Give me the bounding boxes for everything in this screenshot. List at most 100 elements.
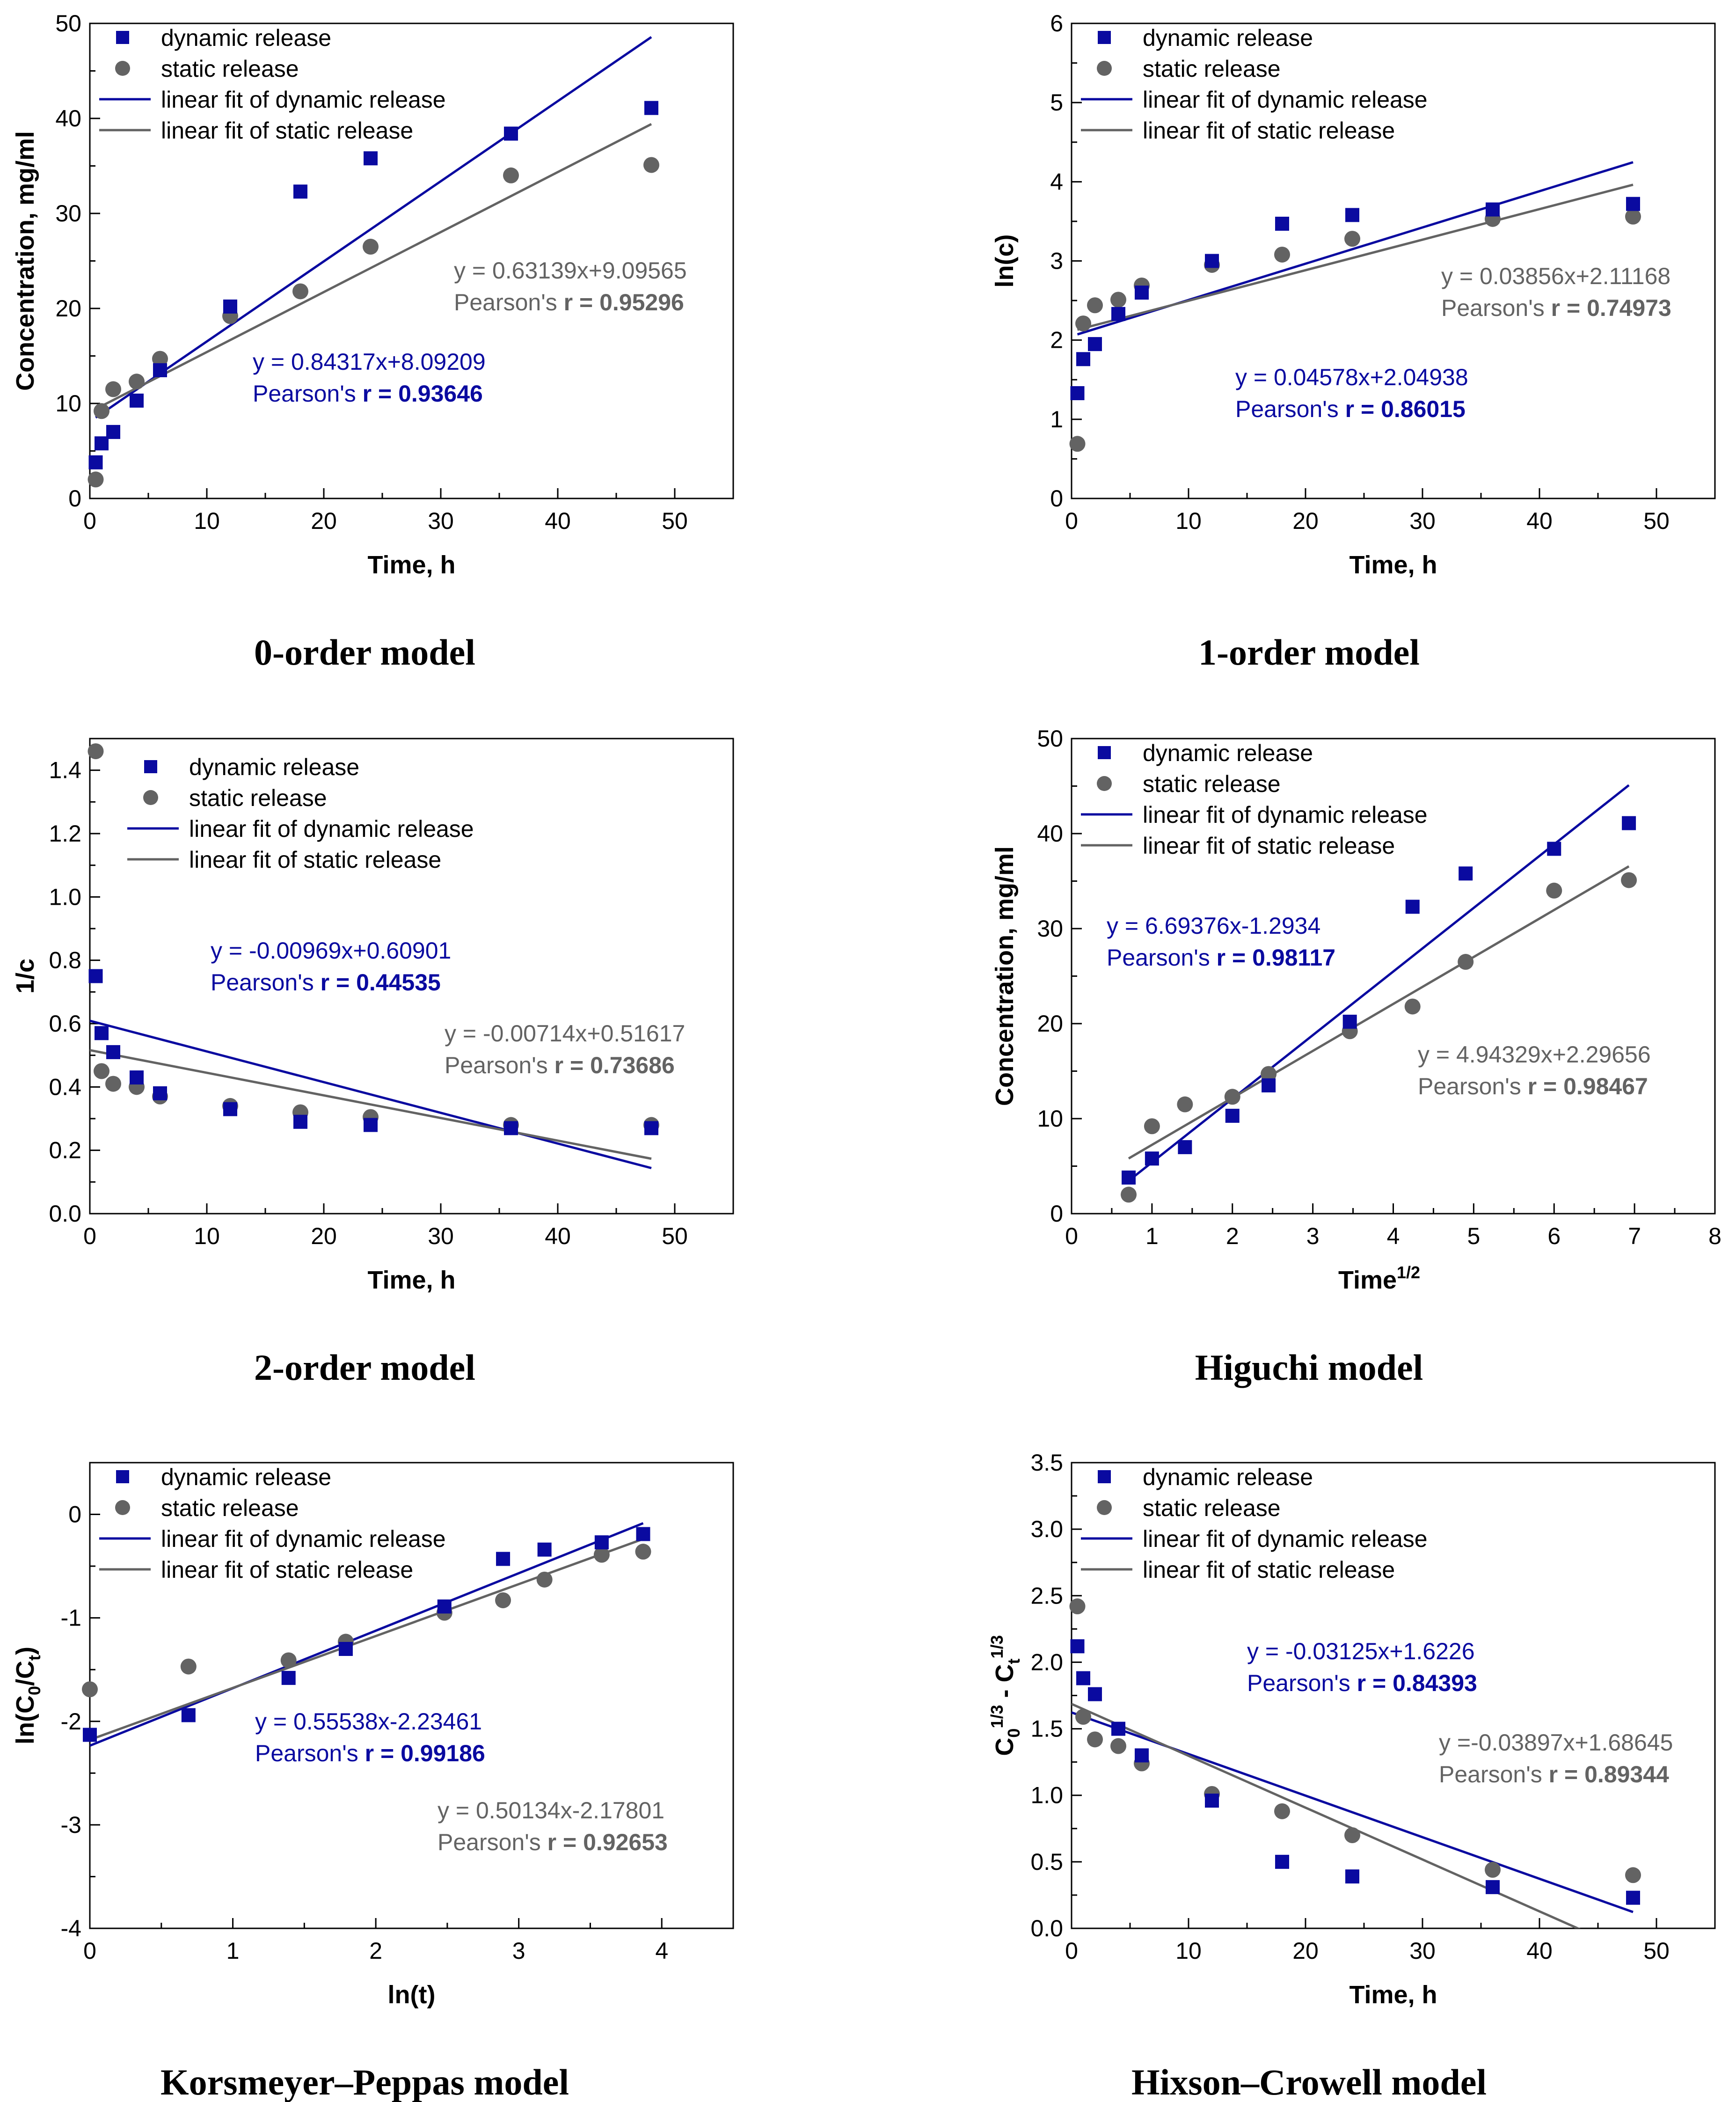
legend-label-fit-dynamic: linear fit of dynamic release <box>161 1526 446 1552</box>
dynamic-point <box>281 1670 296 1685</box>
y-tick-label: 10 <box>1037 1106 1063 1132</box>
static-point <box>495 1592 511 1609</box>
y-tick-label: 20 <box>1037 1011 1063 1037</box>
x-axis-label: Time, h <box>1349 551 1437 579</box>
legend-label-fit-dynamic: linear fit of dynamic release <box>161 87 446 113</box>
legend-label-dynamic: dynamic release <box>1143 25 1313 51</box>
static-point <box>1069 1598 1086 1615</box>
y-tick-label: 4 <box>1050 168 1063 195</box>
static-point <box>593 1546 610 1563</box>
fit-line-dynamic <box>90 1019 652 1170</box>
pearson-dynamic: Pearson's r = 0.93646 <box>253 381 483 407</box>
y-tick-label: 2 <box>1050 327 1063 353</box>
static-point <box>1069 436 1086 452</box>
y-tick-label: -2 <box>61 1708 81 1735</box>
legend-label-fit-static: linear fit of static release <box>189 847 441 873</box>
legend-label-fit-dynamic: linear fit of dynamic release <box>1143 1526 1428 1552</box>
pearson-value-dynamic: r = 0.93646 <box>363 381 483 407</box>
dynamic-point <box>1345 208 1359 222</box>
equation-static: y = 0.63139x+9.09565 <box>454 257 687 284</box>
dynamic-point <box>1178 1140 1192 1154</box>
dynamic-point <box>106 425 120 439</box>
dynamic-point <box>153 363 167 377</box>
static-point <box>1075 315 1091 332</box>
pearson-value-dynamic: r = 0.99186 <box>365 1740 485 1766</box>
y-axis-label: ln(C0/Ct) <box>11 1647 44 1744</box>
equation-static: y = 0.50134x-2.17801 <box>438 1797 664 1824</box>
fit-line-static <box>1128 865 1630 1160</box>
static-point <box>1177 1096 1193 1113</box>
panel-caption: 2-order model <box>254 1347 475 1388</box>
static-point <box>1087 1731 1103 1748</box>
y-tick-label: 0 <box>1050 485 1063 512</box>
static-point <box>1458 954 1474 970</box>
static-point <box>292 283 308 300</box>
y-axis-label: Concentration, mg/ml <box>991 846 1019 1106</box>
static-point <box>643 157 659 173</box>
legend-swatch-dynamic <box>116 31 129 44</box>
x-tick-label: 0 <box>1065 1223 1078 1249</box>
legend-label-static: static release <box>1143 56 1281 82</box>
dynamic-point <box>1547 842 1561 856</box>
dynamic-point <box>130 393 144 408</box>
dynamic-point <box>504 1121 518 1135</box>
dynamic-point <box>130 1070 144 1085</box>
dynamic-point <box>1486 202 1500 217</box>
equation-dynamic: y = -0.03125x+1.6226 <box>1247 1638 1475 1664</box>
legend-label-fit-static: linear fit of static release <box>161 1557 413 1583</box>
y-tick-label: 0 <box>68 485 81 512</box>
dynamic-point <box>1626 197 1640 211</box>
equation-static: y = 4.94329x+2.29656 <box>1418 1041 1651 1068</box>
legend-label-fit-static: linear fit of static release <box>1143 833 1395 859</box>
y-tick-label: -1 <box>61 1605 81 1631</box>
y-tick-label: -4 <box>61 1915 81 1941</box>
dynamic-point <box>1111 1721 1125 1736</box>
legend-swatch-static <box>1097 61 1112 76</box>
y-tick-label: 3.5 <box>1030 1450 1063 1476</box>
x-tick-label: 20 <box>311 508 337 534</box>
legend-label-dynamic: dynamic release <box>161 1464 331 1490</box>
y-axis-label: ln(c) <box>991 234 1019 288</box>
legend: dynamic release static release linear fit … <box>1081 740 1428 859</box>
pearson-dynamic: Pearson's r = 0.86015 <box>1235 396 1466 422</box>
x-axis-label: Time1/2 <box>1338 1263 1420 1294</box>
static-point <box>88 743 104 760</box>
static-point <box>1087 297 1103 314</box>
equation-dynamic: y = 6.69376x-1.2934 <box>1107 913 1320 939</box>
dynamic-point <box>1070 1639 1085 1654</box>
x-tick-label: 50 <box>662 508 688 534</box>
pearson-dynamic: Pearson's r = 0.98117 <box>1107 945 1335 971</box>
pearson-dynamic: Pearson's r = 0.99186 <box>255 1740 485 1766</box>
dynamic-point <box>1135 1748 1149 1763</box>
static-point <box>280 1652 297 1669</box>
x-tick-label: 40 <box>1526 1938 1553 1964</box>
y-tick-label: 3.0 <box>1030 1516 1063 1542</box>
dynamic-point <box>1345 1869 1359 1884</box>
static-point <box>94 1063 109 1079</box>
dynamic-point <box>1205 254 1219 268</box>
y-tick-label: 50 <box>1037 725 1063 752</box>
dynamic-point <box>1070 386 1085 401</box>
static-point <box>105 1076 121 1092</box>
legend: dynamic release static release linear fit … <box>99 25 446 144</box>
legend: dynamic release static release linear fit … <box>99 1464 446 1583</box>
x-tick-label: 40 <box>1526 508 1553 534</box>
dynamic-point <box>594 1535 609 1550</box>
equation-static: y = -0.00714x+0.51617 <box>445 1020 685 1047</box>
dynamic-point <box>1622 816 1636 830</box>
x-axis-label-superscript: 1/2 <box>1397 1263 1420 1282</box>
pearson-static: Pearson's r = 0.73686 <box>445 1052 675 1078</box>
static-point <box>152 351 168 367</box>
static-point <box>1274 246 1290 263</box>
x-tick-label: 10 <box>194 1223 220 1249</box>
fit-line-static <box>1077 183 1634 331</box>
x-tick-label: 50 <box>1643 508 1670 534</box>
y-tick-label: 1.5 <box>1030 1716 1063 1742</box>
x-tick-label: 3 <box>512 1938 525 1964</box>
x-tick-label: 4 <box>655 1938 668 1964</box>
legend-swatch-dynamic <box>1098 1470 1111 1483</box>
x-axis-label: ln(t) <box>388 1981 436 2009</box>
y-tick-label: 0.8 <box>49 947 81 974</box>
pearson-dynamic: Pearson's r = 0.44535 <box>211 969 441 996</box>
